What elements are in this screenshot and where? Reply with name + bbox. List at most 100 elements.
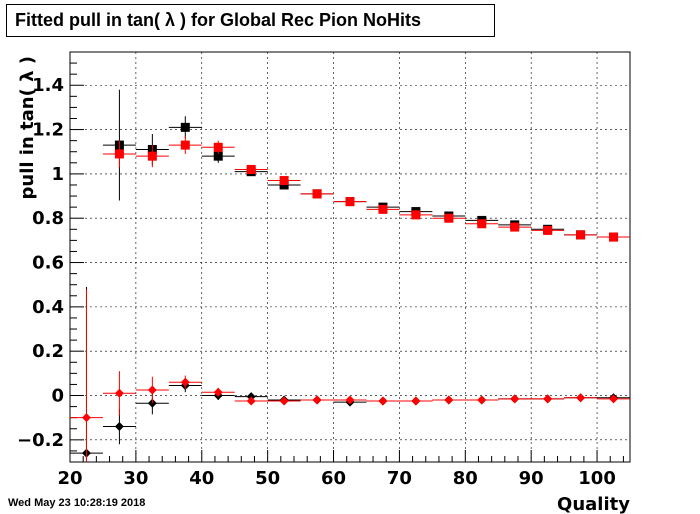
diamond-marker	[246, 396, 256, 406]
data-point	[300, 395, 334, 405]
x-tick-label: 50	[255, 468, 280, 489]
square-marker	[147, 151, 157, 161]
diamond-marker	[114, 388, 124, 398]
series-4	[70, 289, 630, 462]
data-point	[70, 289, 103, 462]
y-tick-label: 0.8	[32, 208, 64, 229]
diamond-marker	[510, 394, 520, 404]
diamond-marker	[378, 396, 388, 406]
square-marker	[180, 122, 190, 132]
data-point	[234, 164, 268, 174]
square-marker	[543, 225, 553, 235]
diamond-marker	[81, 413, 91, 423]
y-tick-labels: −0.2 0 0.2 0.4 0.6 0.8 1 1.2 1.4	[17, 75, 64, 451]
x-tick-label: 30	[123, 468, 148, 489]
square-marker	[213, 142, 223, 152]
data-series	[70, 89, 630, 462]
x-tick-label: 20	[57, 468, 82, 489]
x-axis-title: Quality	[557, 494, 630, 514]
diamond-marker	[543, 394, 553, 404]
data-point	[300, 189, 334, 199]
y-tick-label: 1.4	[32, 75, 64, 96]
data-point	[366, 396, 400, 406]
data-point	[168, 116, 202, 139]
square-marker	[246, 164, 256, 174]
data-point	[135, 145, 169, 168]
square-marker	[444, 213, 454, 223]
square-marker	[576, 230, 586, 240]
x-tick-label: 40	[189, 468, 214, 489]
series-1	[102, 89, 630, 242]
data-point	[201, 387, 235, 397]
data-point	[201, 140, 235, 154]
data-point	[399, 396, 433, 406]
x-tick-label: 60	[321, 468, 346, 489]
square-marker	[510, 222, 520, 232]
x-tick-label: 90	[519, 468, 544, 489]
data-point	[597, 394, 630, 404]
data-point	[564, 230, 598, 240]
square-marker	[378, 204, 388, 214]
square-marker	[609, 232, 619, 242]
y-tick-label: −0.2	[17, 430, 64, 451]
y-tick-label: 0.6	[32, 253, 64, 274]
diamond-marker	[279, 396, 289, 406]
data-point	[498, 222, 532, 232]
diamond-marker	[576, 393, 586, 403]
x-tick-label: 100	[578, 468, 616, 489]
data-point	[465, 219, 499, 229]
y-tick-label: 1	[51, 164, 64, 185]
data-point	[168, 136, 202, 154]
diamond-marker	[411, 396, 421, 406]
square-marker	[411, 210, 421, 220]
x-tick-labels: 20 30 40 50 60 70 80 90 100	[57, 468, 615, 489]
diamond-marker	[345, 395, 355, 405]
x-tick-label: 70	[387, 468, 412, 489]
data-point	[267, 176, 301, 186]
data-point	[333, 395, 367, 405]
data-point	[432, 395, 466, 405]
data-point	[135, 376, 169, 404]
data-point	[102, 140, 136, 168]
timestamp: Wed May 23 10:28:19 2018	[8, 497, 146, 509]
chart-title-box: Fitted pull in tan( λ ) for Global Rec P…	[6, 4, 495, 37]
data-point	[168, 375, 202, 389]
y-tick-label: 0.4	[32, 297, 64, 318]
data-point	[267, 396, 301, 406]
data-point	[102, 371, 136, 416]
diamond-marker	[180, 377, 190, 387]
data-point	[531, 394, 565, 404]
data-point	[399, 210, 433, 220]
x-tick-label: 80	[453, 468, 478, 489]
diamond-marker	[444, 395, 454, 405]
diamond-marker	[213, 387, 223, 397]
plot-frame	[69, 51, 631, 463]
data-point	[597, 232, 630, 242]
diamond-marker	[114, 422, 124, 432]
y-tick-label: 0	[51, 386, 64, 407]
data-point	[432, 213, 466, 223]
square-marker	[345, 197, 355, 207]
series-2	[102, 136, 630, 242]
series-3	[70, 286, 630, 462]
data-point	[234, 396, 268, 406]
diamond-marker	[147, 385, 157, 395]
diamond-marker	[312, 395, 322, 405]
y-axis-title: pull in tan( λ )	[17, 56, 38, 200]
square-marker	[114, 149, 124, 159]
diamond-marker	[477, 395, 487, 405]
axis-ticks	[69, 51, 624, 462]
data-point	[564, 393, 598, 403]
data-point	[531, 225, 565, 235]
data-point	[366, 204, 400, 214]
data-point	[333, 197, 367, 207]
data-point	[498, 394, 532, 404]
square-marker	[279, 176, 289, 186]
y-tick-label: 1.2	[32, 120, 64, 141]
square-marker	[477, 219, 487, 229]
square-marker	[213, 151, 223, 161]
square-marker	[180, 140, 190, 150]
data-point	[465, 395, 499, 405]
y-tick-label: 0.2	[32, 341, 64, 362]
